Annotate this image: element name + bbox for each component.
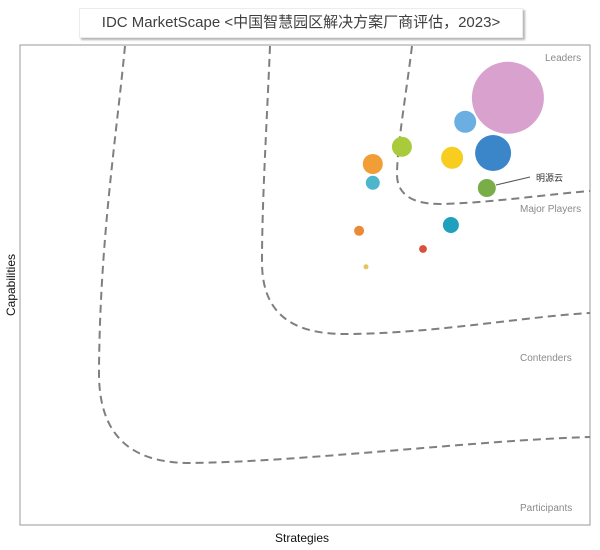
bubble <box>454 110 477 133</box>
bubble <box>441 146 464 169</box>
zone-label-contenders: Contenders <box>520 353 572 364</box>
bubble-series <box>354 61 544 270</box>
zone-label-leaders: Leaders <box>545 53 581 64</box>
chart-title: IDC MarketScape <中国智慧园区解决方案厂商评估，2023> <box>79 8 523 38</box>
annotation-leader-line <box>495 176 531 186</box>
bubble <box>365 175 380 190</box>
x-axis-label: Strategies <box>275 531 329 545</box>
bubble <box>362 154 383 174</box>
zone-label-major-players: Major Players <box>520 204 581 215</box>
bubble <box>442 217 459 233</box>
bubble <box>419 245 427 253</box>
bubble-label: 明源云 <box>536 173 563 183</box>
major-players-boundary-curve <box>260 45 591 336</box>
y-axis-label: Capabilities <box>4 254 18 316</box>
zone-label-participants: Participants <box>520 503 572 514</box>
bubble-labeled <box>477 179 496 197</box>
bubble <box>363 264 369 270</box>
bubble <box>475 135 512 171</box>
bubble <box>471 61 544 134</box>
bubble <box>391 136 412 157</box>
bubble <box>354 225 365 236</box>
leaders-boundary-curve <box>395 45 591 206</box>
